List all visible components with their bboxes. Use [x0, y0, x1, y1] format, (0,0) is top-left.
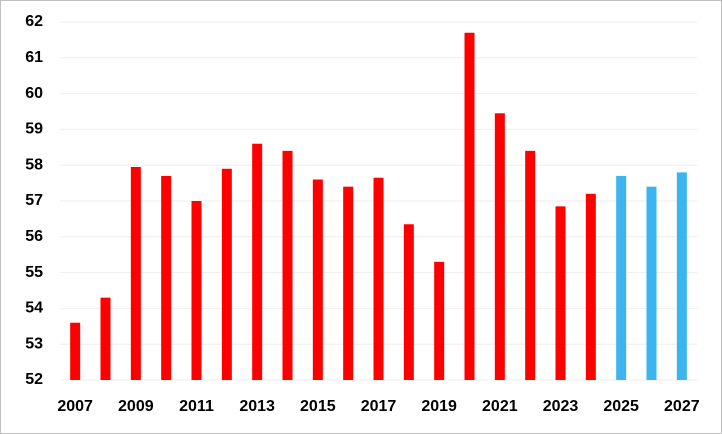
- y-tick-label: 61: [25, 49, 43, 66]
- x-tick-label: 2007: [57, 398, 93, 415]
- y-tick-label: 55: [25, 264, 43, 281]
- bar: [221, 168, 232, 380]
- y-tick-label: 54: [25, 300, 43, 317]
- bar: [312, 179, 323, 380]
- y-tick-label: 52: [25, 371, 43, 388]
- x-tick-label: 2013: [239, 398, 275, 415]
- x-tick-label: 2019: [421, 398, 457, 415]
- x-tick-label: 2027: [664, 398, 700, 415]
- x-tick-label: 2015: [300, 398, 336, 415]
- x-tick-label: 2017: [361, 398, 397, 415]
- y-tick-label: 53: [25, 335, 43, 352]
- y-tick-label: 62: [25, 13, 43, 30]
- y-tick-label: 56: [25, 228, 43, 245]
- bar: [555, 206, 566, 380]
- y-tick-label: 59: [25, 121, 43, 138]
- x-tick-label: 2021: [482, 398, 518, 415]
- y-tick-label: 57: [25, 192, 43, 209]
- bar: [434, 261, 445, 380]
- bar: [616, 175, 627, 380]
- bar: [494, 113, 505, 380]
- bar: [525, 150, 536, 380]
- x-tick-label: 2025: [603, 398, 639, 415]
- bar: [130, 166, 141, 380]
- y-tick-label: 60: [25, 85, 43, 102]
- bar: [585, 193, 596, 380]
- bar: [403, 224, 414, 380]
- bar: [161, 175, 172, 380]
- bar: [343, 186, 354, 380]
- x-tick-label: 2023: [543, 398, 579, 415]
- bar: [100, 297, 111, 380]
- bar: [191, 201, 202, 380]
- x-tick-label: 2009: [118, 398, 154, 415]
- bar: [646, 186, 657, 380]
- bar: [676, 172, 687, 380]
- y-tick-label: 58: [25, 156, 43, 173]
- bar: [70, 322, 81, 380]
- bar: [373, 177, 384, 380]
- bar: [282, 150, 293, 380]
- bar: [464, 32, 475, 381]
- x-tick-label: 2011: [179, 398, 214, 415]
- bar: [252, 143, 263, 380]
